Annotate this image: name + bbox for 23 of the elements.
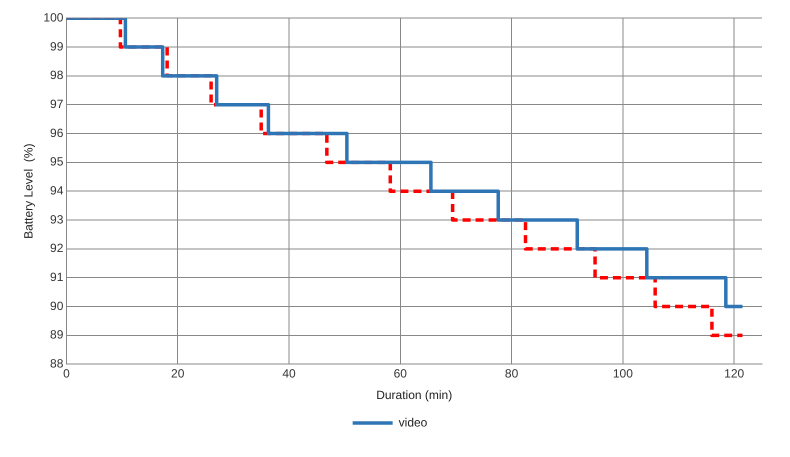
x-tick-label: 20 — [171, 366, 185, 381]
y-tick-label: 96 — [50, 126, 64, 140]
y-tick-label: 90 — [50, 298, 64, 313]
y-axis-title: Battery Level (%) — [22, 144, 36, 239]
y-tick-label: 92 — [50, 241, 64, 256]
y-tick-label: 97 — [50, 97, 64, 112]
y-tick-label: 88 — [50, 356, 64, 371]
x-tick-label: 120 — [724, 366, 745, 381]
y-tick-label: 91 — [50, 270, 64, 284]
y-tick-label: 95 — [50, 154, 64, 169]
y-tick-label: 93 — [50, 212, 64, 226]
x-tick-label: 80 — [504, 366, 519, 381]
y-tick-label: 89 — [50, 328, 64, 342]
x-tick-label: 0 — [63, 366, 70, 381]
y-tick-label: 100 — [43, 10, 64, 25]
y-tick-label: 99 — [50, 39, 64, 54]
y-tick-label: 94 — [50, 184, 64, 198]
legend-label: video — [398, 415, 428, 430]
x-axis-title: Duration (min) — [376, 388, 452, 402]
y-tick-label: 98 — [50, 68, 64, 82]
x-tick-label: 100 — [612, 366, 634, 381]
x-tick-label: 60 — [394, 366, 408, 381]
x-tick-label: 40 — [282, 366, 296, 381]
